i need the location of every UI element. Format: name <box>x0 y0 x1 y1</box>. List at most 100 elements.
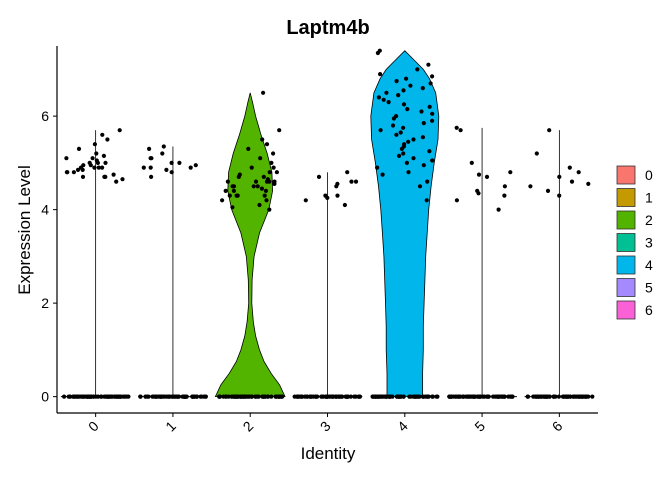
point-1 <box>193 163 198 168</box>
point-zero-4 <box>407 394 412 399</box>
point-4 <box>406 139 411 144</box>
point-zero-5 <box>482 394 487 399</box>
point-zero-0 <box>106 394 111 399</box>
point-4 <box>420 135 425 140</box>
point-0 <box>100 132 105 137</box>
legend-swatch-1 <box>616 188 636 207</box>
point-2 <box>234 193 239 198</box>
point-zero-6 <box>551 394 556 399</box>
point-2 <box>225 179 230 184</box>
point-3 <box>353 179 359 184</box>
point-zero-6 <box>525 394 530 399</box>
point-4 <box>411 137 416 142</box>
point-zero-0 <box>71 394 76 399</box>
x-tick-label: 3 <box>317 418 334 435</box>
violin-group-5 <box>447 125 517 399</box>
legend-label-4: 4 <box>645 257 653 273</box>
point-zero-0 <box>80 394 85 399</box>
point-1 <box>164 167 169 172</box>
point-5 <box>496 207 501 212</box>
point-zero-2 <box>265 394 271 399</box>
point-5 <box>458 128 463 133</box>
point-6 <box>545 188 551 193</box>
point-zero-3 <box>331 394 336 399</box>
legend-label-3: 3 <box>645 235 653 251</box>
point-zero-1 <box>154 394 159 399</box>
point-zero-1 <box>167 394 172 399</box>
point-2 <box>269 160 274 165</box>
point-0 <box>92 165 97 170</box>
y-tick-label: 4 <box>41 202 49 218</box>
point-zero-3 <box>292 394 297 399</box>
point-0 <box>114 179 119 184</box>
point-6 <box>547 128 552 133</box>
point-zero-5 <box>502 394 507 399</box>
point-3 <box>335 193 340 198</box>
point-4 <box>420 86 425 91</box>
point-6 <box>576 170 581 175</box>
point-4 <box>411 156 416 161</box>
point-zero-2 <box>274 394 279 399</box>
point-5 <box>502 184 507 189</box>
legend-swatch-5 <box>616 278 636 297</box>
legend-label-2: 2 <box>645 212 653 228</box>
point-zero-0 <box>62 394 67 399</box>
plot-panel <box>60 48 595 399</box>
point-zero-6 <box>556 394 562 399</box>
point-0 <box>102 174 107 179</box>
point-0 <box>75 167 81 172</box>
point-1 <box>147 146 152 151</box>
point-1 <box>160 151 165 156</box>
point-4 <box>401 125 406 130</box>
point-2 <box>227 193 232 198</box>
point-2 <box>260 137 265 142</box>
point-2 <box>259 186 264 191</box>
point-4 <box>380 172 385 177</box>
point-4 <box>425 179 430 184</box>
point-2 <box>267 170 272 175</box>
point-zero-5 <box>460 394 465 399</box>
point-zero-4 <box>390 394 395 399</box>
point-6 <box>557 193 562 198</box>
point-zero-2 <box>269 394 274 399</box>
point-0 <box>111 172 116 177</box>
point-zero-3 <box>299 394 304 399</box>
point-6 <box>567 165 572 170</box>
violin-shape-2 <box>214 92 286 397</box>
point-5 <box>454 125 459 130</box>
x-tick-label: 0 <box>85 418 102 435</box>
point-zero-0 <box>99 394 104 399</box>
point-0 <box>96 165 101 170</box>
legend-swatch-4 <box>616 255 636 275</box>
point-2 <box>263 188 268 193</box>
point-zero-4 <box>412 394 418 399</box>
point-4 <box>378 72 383 77</box>
point-3 <box>342 202 347 208</box>
point-1 <box>161 144 166 149</box>
point-5 <box>502 193 507 198</box>
point-4 <box>401 144 406 149</box>
point-4 <box>401 88 406 93</box>
point-4 <box>375 50 380 56</box>
point-0 <box>64 156 69 161</box>
violin-group-0 <box>60 128 131 399</box>
point-zero-6 <box>547 394 552 399</box>
x-tick-label: 6 <box>549 418 566 435</box>
point-3 <box>323 193 328 198</box>
point-4 <box>419 109 424 114</box>
point-4 <box>396 93 401 98</box>
point-zero-0 <box>89 394 94 399</box>
point-4 <box>427 104 432 109</box>
point-2 <box>231 188 236 193</box>
point-zero-2 <box>240 394 245 399</box>
point-5 <box>476 191 481 196</box>
point-zero-5 <box>477 394 483 399</box>
x-tick-label: 2 <box>240 418 257 435</box>
point-4 <box>424 198 429 203</box>
point-zero-4 <box>434 394 439 399</box>
point-0 <box>76 146 82 151</box>
point-zero-2 <box>261 394 266 399</box>
point-4 <box>390 123 396 128</box>
point-5 <box>476 172 482 177</box>
y-axis-label: Expression Level <box>15 165 34 294</box>
